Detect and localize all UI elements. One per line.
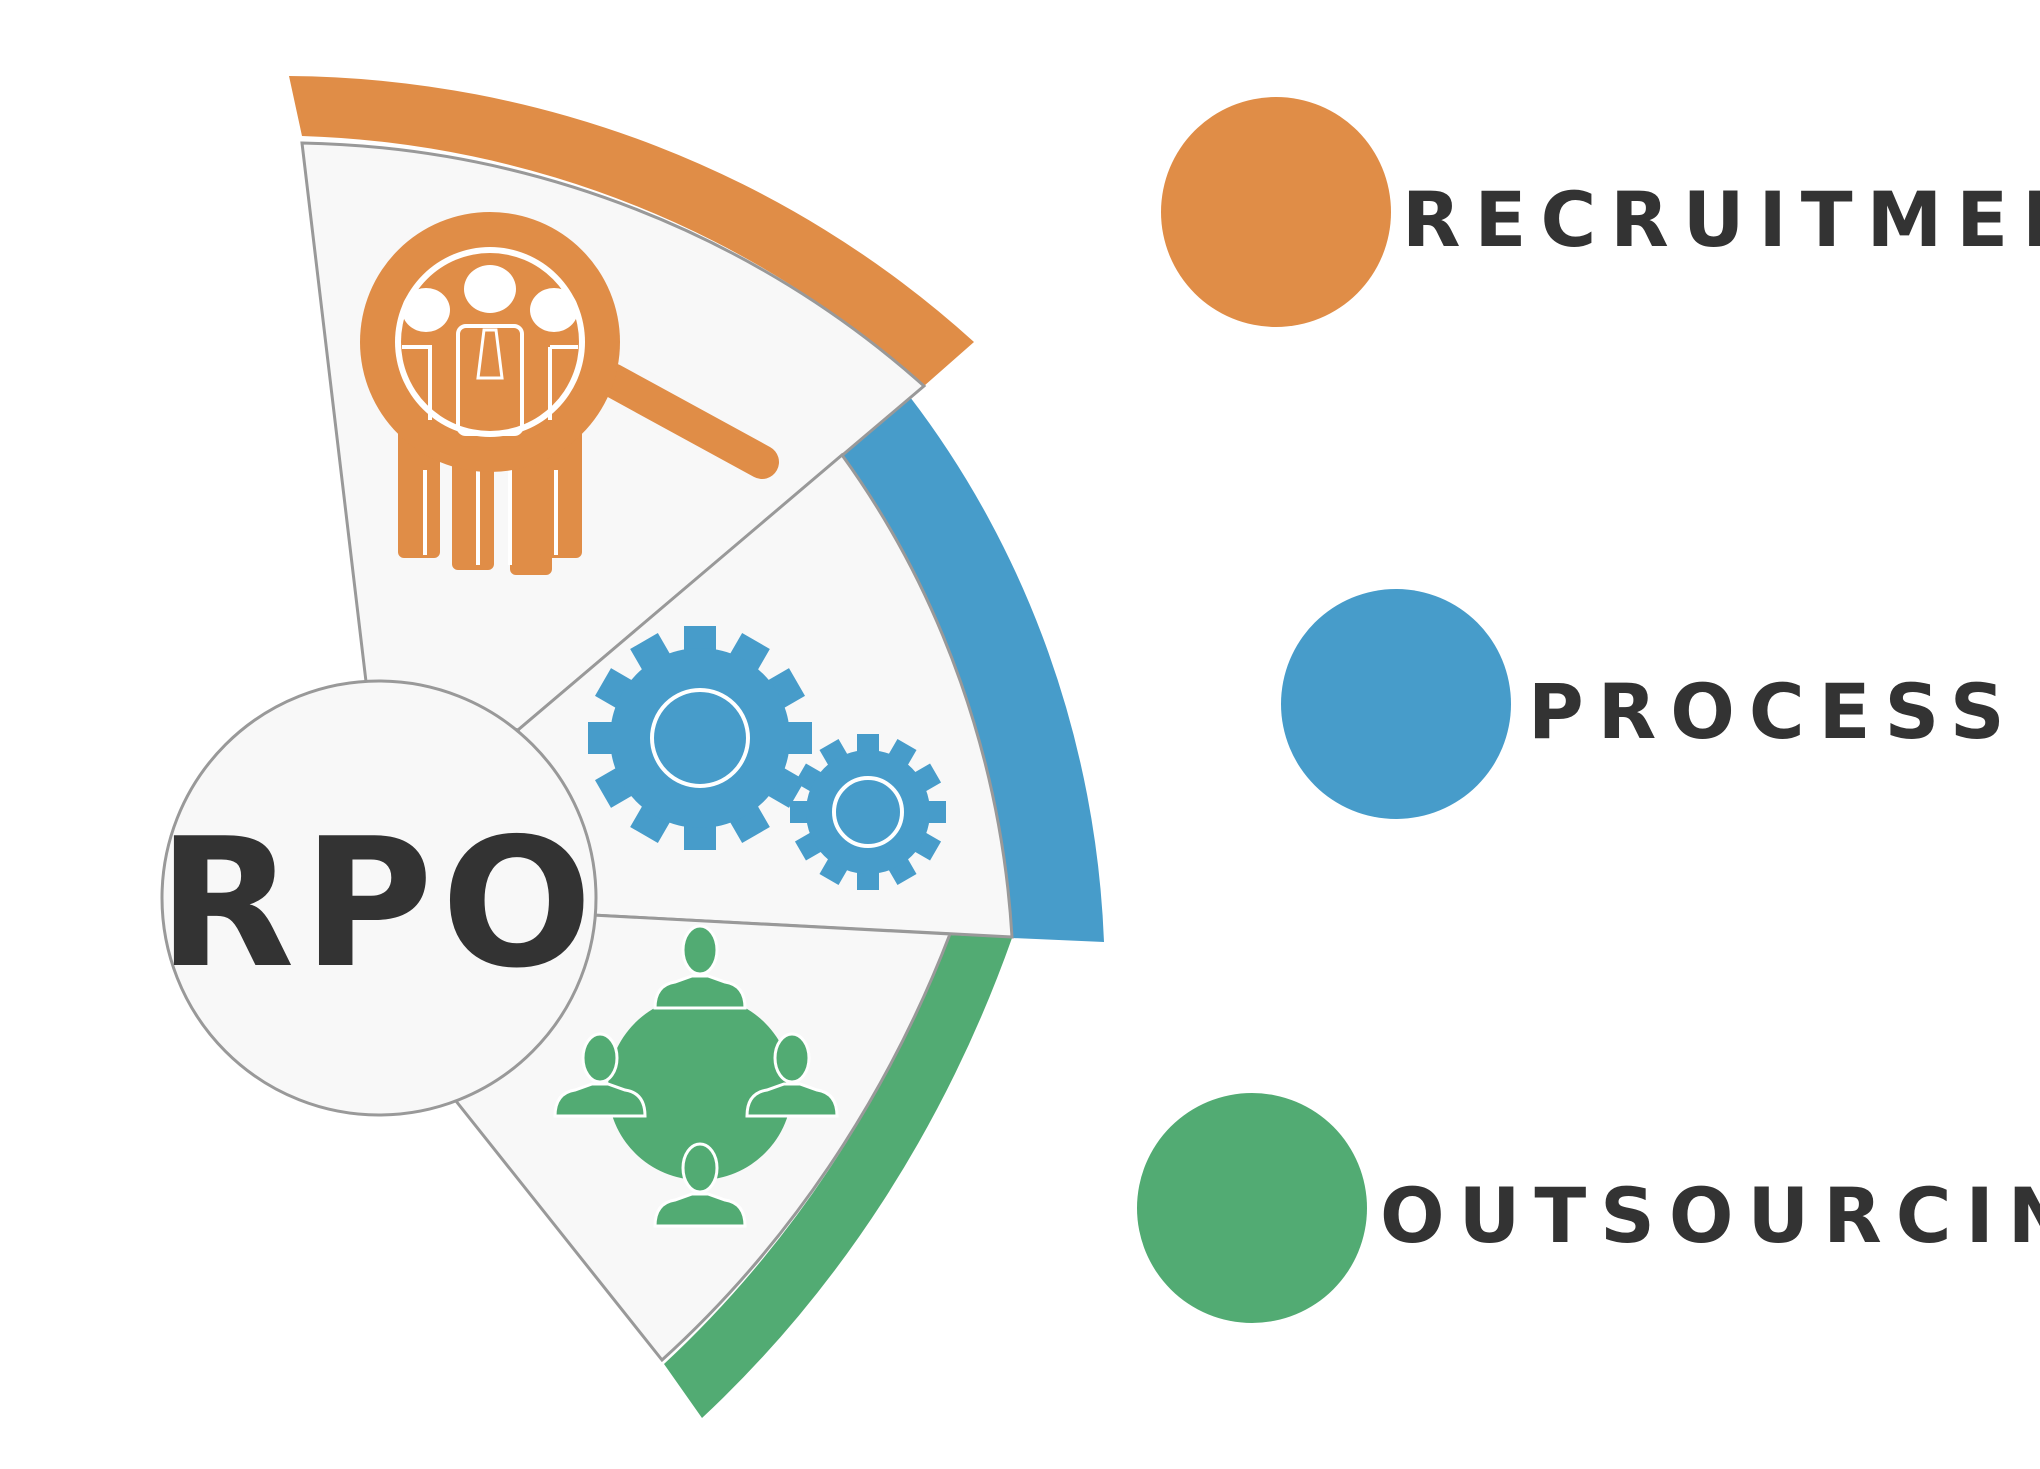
legend-label-recruitment: RECRUITMENT (1402, 175, 2040, 264)
recruitment-arc (289, 76, 974, 386)
recruitment-search-icon (360, 212, 779, 575)
process-arc (842, 397, 1104, 942)
center-circle (160, 679, 598, 1117)
gears-icon (588, 626, 946, 890)
network-people-icon (553, 924, 839, 1228)
legend-dot-process (1281, 589, 1511, 819)
center-label: RPO (158, 800, 601, 1007)
legend-dot-recruitment (1161, 97, 1391, 327)
legend-item-recruitment: RECRUITMENT (1161, 97, 2040, 327)
legend-label-process: PROCESS (1528, 667, 2019, 756)
legend-item-process: PROCESS (1281, 589, 2019, 819)
legend-item-outsourcing: OUTSOURCING (1137, 1093, 2040, 1323)
legend-label-outsourcing: OUTSOURCING (1380, 1171, 2040, 1260)
legend-dot-outsourcing (1137, 1093, 1367, 1323)
outsourcing-arc (664, 935, 1012, 1418)
